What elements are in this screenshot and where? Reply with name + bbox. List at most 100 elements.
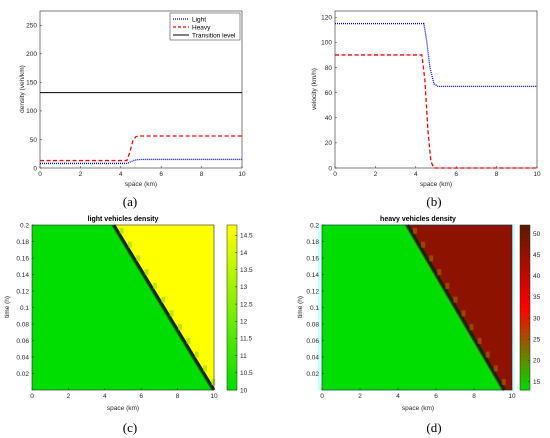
shock-fringe-cell: [493, 365, 498, 372]
x-tick-label-c: 4: [103, 393, 107, 400]
colorbar-swatch: [227, 291, 237, 296]
colorbar-tick-label: 30: [533, 315, 541, 322]
caption-c: (c): [123, 420, 137, 435]
x-tick-label-c: 6: [139, 393, 143, 400]
shock-fringe-cell: [485, 351, 490, 358]
panel-c: light vehicles density 0 2 4 6 8 10 0.02 0.04 0…: [4, 216, 253, 435]
x-tick-label-d: 8: [472, 393, 476, 400]
colorbar-frame: [519, 224, 531, 391]
x-tick-label-b: 8: [495, 171, 499, 178]
colorbar-swatch: [520, 303, 530, 308]
colorbar-tick-label: 12: [240, 319, 248, 326]
colorbar-swatch: [227, 282, 237, 288]
ylabel-d: time (h): [297, 296, 304, 318]
caption-b: (b): [426, 194, 441, 209]
colorbar-swatch: [227, 369, 237, 374]
y-tick-label-b: 20: [325, 140, 333, 147]
colorbar-swatch: [227, 324, 237, 329]
xlabel-d: space (km): [402, 405, 434, 412]
y-tick-label-a: 100: [26, 108, 37, 115]
colorbar-swatch: [520, 253, 530, 259]
y-tick-label-b: 120: [321, 15, 332, 22]
colorbar-swatch: [520, 270, 530, 275]
colorbar-swatch: [227, 241, 237, 247]
y-tick-label-c: 0.06: [16, 338, 29, 345]
y-tick-label-c: 0.12: [16, 288, 29, 295]
colorbar-swatch: [520, 340, 530, 346]
shock-fringe-cell: [186, 337, 191, 344]
colorbar-swatch: [520, 282, 530, 288]
colorbar-swatch: [227, 332, 237, 337]
colorbar-swatch: [520, 274, 530, 280]
colorbar-swatch: [520, 225, 530, 230]
colorbar-swatch: [520, 361, 530, 366]
colorbar-swatch: [227, 237, 237, 242]
shock-fringe-cell: [477, 337, 482, 344]
colorbar-swatch: [227, 315, 237, 321]
x-tick-label-c: 0: [30, 393, 34, 400]
shock-front: [406, 224, 506, 391]
plot-area-b: [334, 10, 538, 169]
colorbar-swatch: [520, 319, 530, 325]
y-tick-label-b: 0: [328, 165, 332, 172]
colorbar-swatch: [520, 237, 530, 242]
panel-b: 0 2 4 6 8 10 0 20 40 60 80 100 120 space (km) veloc…: [311, 10, 541, 209]
y-tick-label-d: 0.18: [306, 239, 319, 246]
colorbar-swatch: [227, 328, 237, 333]
x-tick-label-b: 0: [333, 171, 337, 178]
colorbar-swatch: [520, 258, 530, 263]
colorbar-swatch: [520, 278, 530, 284]
shock-fringe-cell: [445, 282, 450, 289]
xlabel-b: space (km): [420, 181, 452, 188]
colorbar-tick-label: 10: [240, 387, 248, 394]
colorbar-tick-label: 45: [533, 252, 541, 259]
colorbar-swatch: [520, 385, 530, 391]
colorbar-swatch: [227, 340, 237, 346]
colorbar-tick-label: 40: [533, 273, 541, 280]
colorbar-swatch: [227, 336, 237, 341]
colorbar-swatch: [227, 381, 237, 387]
y-tick-label-c: 0.04: [16, 354, 29, 361]
colorbar-swatch: [520, 348, 530, 354]
y-tick-label-b: 100: [321, 40, 332, 47]
x-tick-label-a: 10: [238, 171, 246, 178]
colorbar-swatch: [520, 332, 530, 337]
colorbar-swatch: [520, 229, 530, 234]
legend-label-light: Light: [192, 16, 206, 23]
x-tick-label-b: 6: [454, 171, 458, 178]
y-tick-label-d: 0.02: [306, 371, 319, 378]
y-tick-label-b: 80: [325, 65, 333, 72]
x-tick-label-c: 8: [176, 393, 180, 400]
y-tick-label-c: 0.14: [16, 272, 29, 279]
title-c: light vehicles density: [88, 216, 159, 223]
heatmap-region-upstream: [322, 225, 505, 390]
y-tick-label-d: 0.06: [306, 338, 319, 345]
x-tick-label-d: 4: [396, 393, 400, 400]
colorbar-swatch: [520, 262, 530, 267]
colorbar-tick-label: 10.5: [240, 370, 253, 377]
colorbar-swatch: [227, 303, 237, 308]
colorbar-swatch: [520, 233, 530, 238]
y-tick-label-c: 0.2: [20, 222, 29, 229]
colorbar-swatch: [520, 291, 530, 296]
colorbar-swatch: [227, 319, 237, 325]
colorbar-swatch: [227, 348, 237, 354]
colorbar-swatch: [227, 249, 237, 255]
caption-d: (d): [426, 420, 441, 435]
title-d: heavy vehicles density: [380, 216, 456, 223]
x-tick-label-b: 10: [533, 171, 541, 178]
panel-a: 0 2 4 6 8 10 0 50 100 150 200 250 space (km) densi…: [19, 10, 246, 209]
x-tick-label-c: 2: [67, 393, 71, 400]
y-tick-label-d: 0.08: [306, 321, 319, 328]
shock-fringe-cell: [429, 255, 434, 262]
legend-a: Light Heavy Transition level: [169, 12, 241, 41]
shock-fringe-cell: [421, 241, 426, 248]
shock-front-halo: [404, 224, 504, 391]
colorbar-swatch: [227, 361, 237, 366]
x-tick-label-d: 0: [320, 393, 324, 400]
y-tick-label-c: 0.08: [16, 321, 29, 328]
colorbar-tick-label: 15: [533, 379, 541, 386]
colorbar-tick-label: 50: [533, 231, 541, 238]
shock-fringe-cell: [453, 296, 458, 303]
shock-fringe-cell: [469, 324, 474, 331]
